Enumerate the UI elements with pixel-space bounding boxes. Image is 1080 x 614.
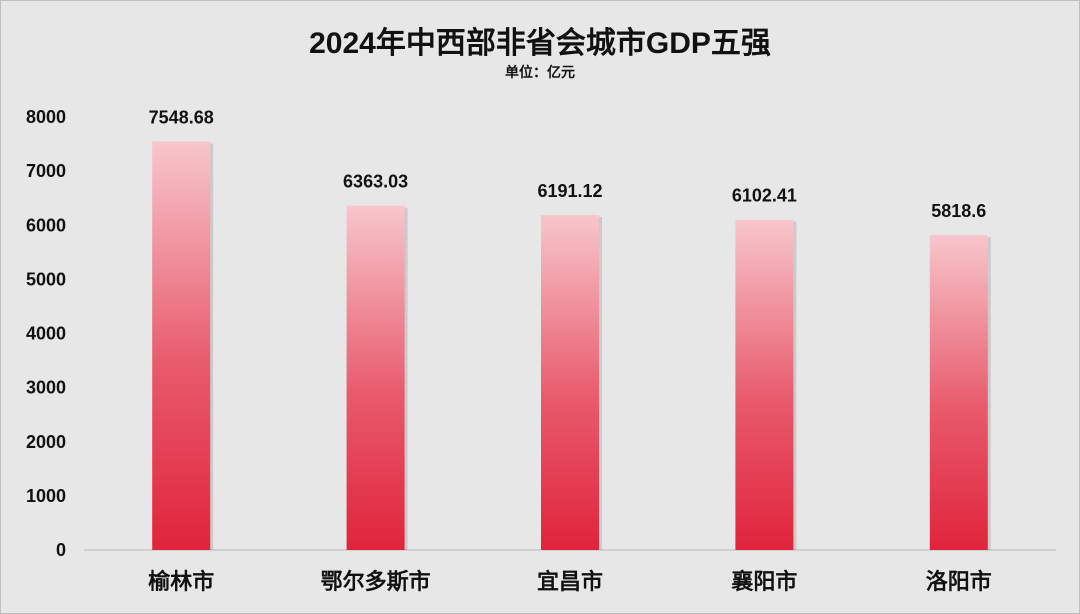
bars [152,141,991,551]
y-tick-label: 3000 [26,378,66,398]
y-tick-label: 7000 [26,161,66,181]
y-axis: 0 1000 2000 3000 4000 5000 6000 7000 8000 [26,107,66,560]
bar [152,141,211,551]
value-labels: 7548.68 6363.03 6191.12 6102.41 5818.6 [149,107,987,221]
y-tick-label: 2000 [26,432,66,452]
x-category-label: 榆林市 [148,569,214,594]
x-category-label: 襄阳市 [730,569,797,594]
bar [735,219,794,550]
bar-value-label: 7548.68 [149,107,214,127]
bar [929,235,988,550]
bar-value-label: 6363.03 [343,172,408,192]
x-category-label: 鄂尔多斯市 [321,569,431,594]
y-tick-label: 4000 [26,324,66,344]
x-category-label: 宜昌市 [537,569,603,594]
bar-value-label: 6191.12 [537,181,602,201]
bar-value-label: 6102.41 [732,186,797,206]
y-tick-label: 1000 [26,486,66,506]
chart-subtitle: 单位：亿元 [505,64,575,80]
y-tick-label: 0 [56,540,66,560]
x-axis: 榆林市 鄂尔多斯市 宜昌市 襄阳市 洛阳市 [148,569,992,594]
bar-value-label: 5818.6 [931,201,986,221]
y-tick-label: 6000 [26,215,66,235]
bar [541,214,599,550]
x-category-label: 洛阳市 [926,569,992,594]
bar [346,205,405,550]
y-tick-label: 5000 [26,269,66,289]
y-tick-label: 8000 [26,107,66,127]
chart-title: 2024年中西部非省会城市GDP五强 [309,27,771,60]
